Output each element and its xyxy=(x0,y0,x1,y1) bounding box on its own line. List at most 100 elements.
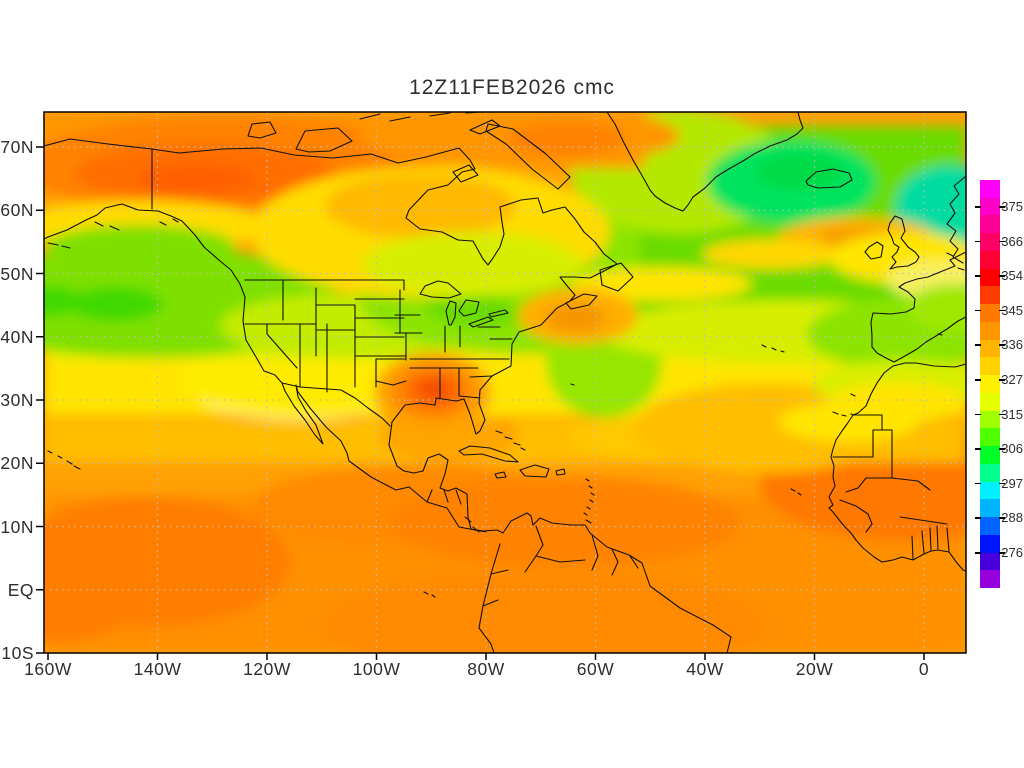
island-hispaniola xyxy=(519,464,550,478)
island-jamaica xyxy=(494,471,507,479)
colorbar-tick xyxy=(975,482,981,485)
colorbar-segment xyxy=(980,233,1000,252)
colorbar-segment xyxy=(980,215,1000,234)
title-init-time: 12Z11FEB2026 cmc xyxy=(409,76,615,99)
colorbar-tick xyxy=(999,275,1005,277)
island-puerto-rico xyxy=(555,468,566,476)
colorbar-tick xyxy=(975,379,981,381)
colorbar-tick xyxy=(975,275,981,277)
colorbar-tick xyxy=(999,206,1005,208)
colorbar-segment xyxy=(980,268,1000,287)
colorbar-tick-label: 306 xyxy=(1001,441,1023,457)
coast-north-america xyxy=(44,138,732,653)
colorbar-tick-label: 315 xyxy=(1001,406,1023,422)
colorbar-tick-label: 327 xyxy=(1001,372,1023,387)
island-devon xyxy=(469,119,501,135)
coast-norway xyxy=(946,175,966,264)
lon-ticks xyxy=(47,653,925,660)
lake-erie xyxy=(468,316,494,328)
us-state-borders xyxy=(244,279,513,400)
island-baffin xyxy=(485,123,571,190)
colorbar-tick xyxy=(975,448,981,450)
colorbar-tick xyxy=(999,309,1005,312)
colorbar-tick xyxy=(999,379,1005,381)
colorbar-segment xyxy=(980,392,1000,412)
lat-tick-label: 60N xyxy=(0,200,34,221)
central-america-borders xyxy=(426,489,480,533)
colorbar-tick-label: 297 xyxy=(1001,475,1023,491)
coast-greenland xyxy=(606,112,804,212)
lake-superior xyxy=(419,280,462,299)
mexico-border xyxy=(281,382,391,427)
lat-tick-label: 50N xyxy=(0,263,34,284)
colorbar-tick-label: 354 xyxy=(1001,268,1023,284)
africa-borders xyxy=(832,414,950,560)
lat-tick-label: 10N xyxy=(0,516,34,537)
colorbar-segment xyxy=(980,197,1000,216)
lon-tick-label: 60W xyxy=(576,659,615,679)
island-cuba xyxy=(458,445,519,463)
lat-tick-label: 10S xyxy=(1,643,34,663)
colorbar-tick-label: 375 xyxy=(1001,199,1023,214)
colorbar-segment xyxy=(980,446,1000,465)
small-islands xyxy=(47,112,965,598)
colorbar-segment xyxy=(980,304,1000,323)
colorbar-tick xyxy=(975,344,981,346)
island-ireland xyxy=(864,241,884,260)
colorbar-tick xyxy=(975,413,981,416)
colorbar-segment xyxy=(980,286,1000,305)
lat-ticks xyxy=(36,146,44,654)
lat-tick-label: EQ xyxy=(7,579,34,600)
lat-tick-label: 40N xyxy=(0,326,34,347)
colorbar-segment xyxy=(980,517,1000,536)
lat-tick-label: 70N xyxy=(0,137,34,157)
island-newfoundland xyxy=(599,262,634,292)
lat-tick-label: 20N xyxy=(0,453,34,474)
island-southampton xyxy=(452,164,479,183)
coast-west-africa xyxy=(828,362,966,572)
island-iceland xyxy=(805,168,853,189)
lon-tick-label: 140W xyxy=(133,659,182,679)
island-great-britain xyxy=(887,215,920,270)
lake-ontario xyxy=(488,309,509,318)
colorbar-tick xyxy=(975,240,981,243)
lake-huron xyxy=(458,299,480,317)
colorbar-segment xyxy=(980,570,1000,589)
colorbar-segment xyxy=(980,552,1000,571)
colorbar-segment xyxy=(980,375,1000,394)
colorbar-tick-label: 336 xyxy=(1001,337,1023,353)
colorbar-segment xyxy=(980,357,1000,376)
island-victoria xyxy=(295,127,353,153)
lake-michigan xyxy=(445,300,457,326)
lon-tick-label: 40W xyxy=(686,659,724,679)
colorbar-tick-label: 345 xyxy=(1001,302,1023,318)
colorbar-tick xyxy=(999,517,1005,519)
colorbar-segment xyxy=(980,463,1000,483)
colorbar-segment xyxy=(980,534,1000,554)
coastlines xyxy=(44,112,966,653)
colorbar-segment xyxy=(980,428,1000,447)
colorbar-tick xyxy=(999,448,1005,450)
theta-e-color-field xyxy=(44,112,966,653)
colorbar-tick xyxy=(975,309,981,312)
lon-tick-label: 100W xyxy=(352,659,401,679)
colorbar-segment xyxy=(980,250,1000,270)
lon-tick-label: 20W xyxy=(795,659,834,679)
peninsula-nova-scotia xyxy=(565,293,598,310)
colorbar-segment xyxy=(980,481,1000,500)
colorbar-tick xyxy=(999,413,1005,416)
lat-tick-label: 30N xyxy=(0,390,34,410)
colorbar-tick xyxy=(999,344,1005,346)
lon-tick-label: 120W xyxy=(243,659,291,679)
colorbar-tick-label: 288 xyxy=(1001,510,1023,526)
lon-tick-label: 160W xyxy=(24,659,72,679)
colorbar-tick xyxy=(975,206,981,208)
colorbar-tick xyxy=(999,552,1005,554)
lon-tick-label: 0 xyxy=(918,659,930,679)
colorbar-segment xyxy=(980,410,1000,429)
south-america-borders xyxy=(482,525,639,607)
colorbar-segment xyxy=(980,321,1000,341)
coast-west-europe xyxy=(870,251,966,363)
